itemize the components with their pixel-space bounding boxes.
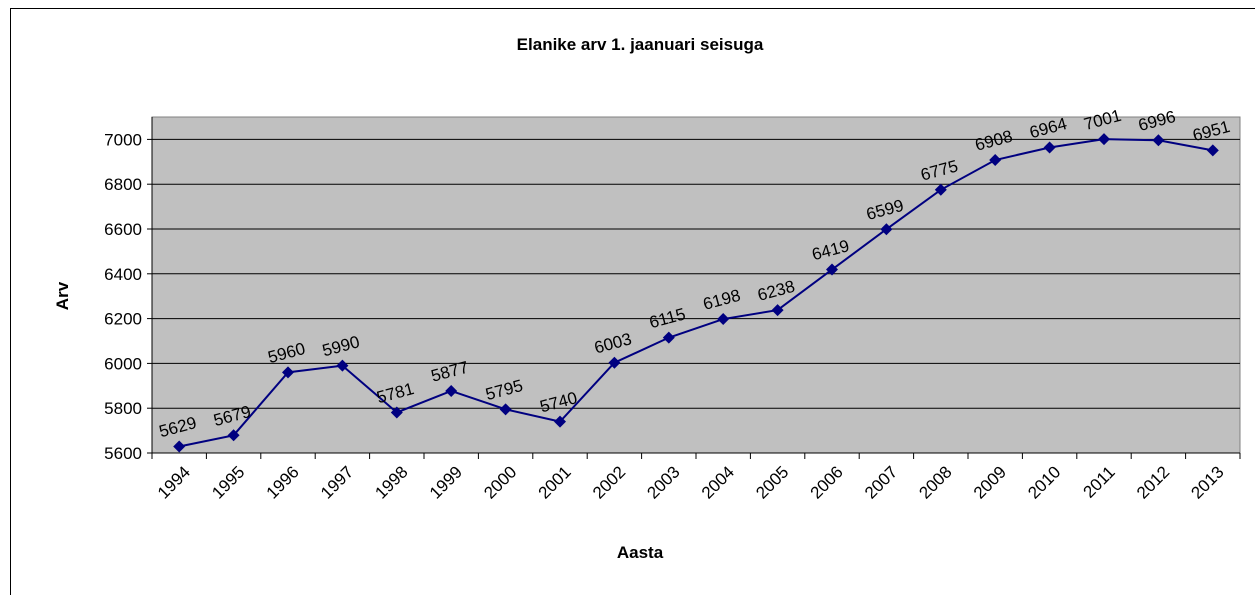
marker <box>1152 134 1165 147</box>
marker <box>173 440 186 453</box>
y-tick-label: 7000 <box>104 130 142 149</box>
line <box>178 138 1213 448</box>
plot-area <box>151 116 1241 454</box>
marker <box>989 154 1002 167</box>
y-tick-label: 6600 <box>104 220 142 239</box>
marker <box>880 223 893 236</box>
x-axis-label: Aasta <box>617 543 664 562</box>
marker <box>717 313 730 326</box>
y-tick-label: 5800 <box>104 399 142 418</box>
marker <box>1206 144 1219 157</box>
marker <box>1098 133 1110 146</box>
y-tick-label: 5600 <box>104 444 142 463</box>
marker <box>282 366 294 379</box>
y-tick-label: 6000 <box>104 354 142 373</box>
y-tick-label: 6200 <box>104 310 142 329</box>
marker <box>554 415 566 428</box>
y-tick-label: 6800 <box>104 175 142 194</box>
y-axis-label: Arv <box>53 281 72 310</box>
marker <box>227 429 240 442</box>
chart-title: Elanike arv 1. jaanuari seisuga <box>517 35 764 54</box>
marker <box>608 356 621 369</box>
marker <box>826 263 838 276</box>
marker <box>771 304 784 317</box>
marker <box>662 331 675 344</box>
marker <box>336 359 349 372</box>
marker <box>934 183 947 196</box>
marker <box>445 384 458 397</box>
marker <box>1043 141 1056 154</box>
marker <box>499 403 512 416</box>
marker <box>390 406 403 419</box>
y-tick-label: 6400 <box>104 265 142 284</box>
